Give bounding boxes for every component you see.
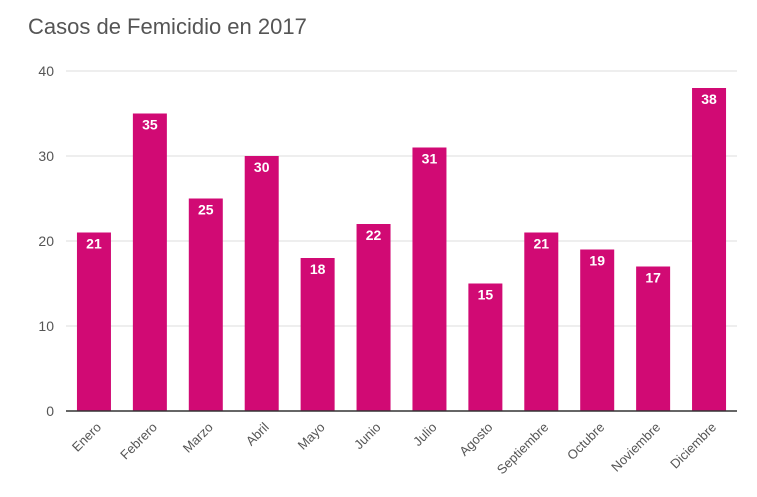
y-tick-label: 0	[46, 403, 54, 419]
x-tick-label: Diciembre	[667, 420, 719, 472]
y-tick-label: 30	[38, 148, 54, 164]
bar	[692, 88, 727, 411]
x-tick-label: Octubre	[564, 420, 607, 463]
bar-value-label: 19	[589, 253, 605, 269]
x-axis-ticks: Enero Febrero Marzo Abril Mayo Junio Julio Agos…	[69, 419, 719, 477]
chart-title: Casos de Femicidio en 2017	[28, 14, 307, 39]
bar	[412, 147, 447, 411]
y-tick-label: 20	[38, 233, 54, 249]
x-tick-label: Mayo	[295, 420, 328, 453]
bar	[188, 198, 223, 411]
bar	[300, 258, 335, 411]
bar-value-label: 21	[534, 236, 550, 252]
x-tick-label: Septiembre	[494, 420, 552, 478]
x-tick-label: Noviembre	[608, 420, 663, 475]
x-tick-label: Marzo	[180, 420, 216, 456]
bar-value-label: 25	[198, 202, 214, 218]
x-tick-label: Agosto	[456, 420, 495, 459]
bar-value-label: 38	[701, 91, 717, 107]
gridlines	[66, 70, 737, 327]
bar-value-label: 30	[254, 159, 270, 175]
bar-value-label: 22	[366, 227, 382, 243]
y-axis-ticks: 0 10 20 30 40	[38, 63, 54, 419]
bar-value-label: 17	[645, 270, 661, 286]
bar	[356, 224, 391, 411]
bar	[76, 232, 111, 411]
bar-value-label: 18	[310, 261, 326, 277]
y-tick-label: 40	[38, 63, 54, 79]
x-tick-label: Junio	[351, 420, 384, 453]
bar	[468, 283, 503, 411]
x-tick-label: Enero	[69, 420, 104, 455]
bar	[132, 113, 167, 411]
x-tick-label: Julio	[410, 420, 440, 450]
bar	[524, 232, 559, 411]
bar-value-label: 31	[422, 151, 438, 167]
bar	[580, 249, 615, 411]
bar-value-label: 21	[86, 236, 102, 252]
bars: 21 35 25 30 18 22 31 15 21 19 17 38	[76, 88, 727, 411]
x-tick-label: Abril	[243, 419, 272, 448]
bar-value-label: 15	[478, 287, 494, 303]
bar	[244, 156, 279, 411]
bar	[636, 266, 671, 411]
x-tick-label: Febrero	[117, 420, 160, 463]
y-tick-label: 10	[38, 318, 54, 334]
bar-value-label: 35	[142, 117, 158, 133]
